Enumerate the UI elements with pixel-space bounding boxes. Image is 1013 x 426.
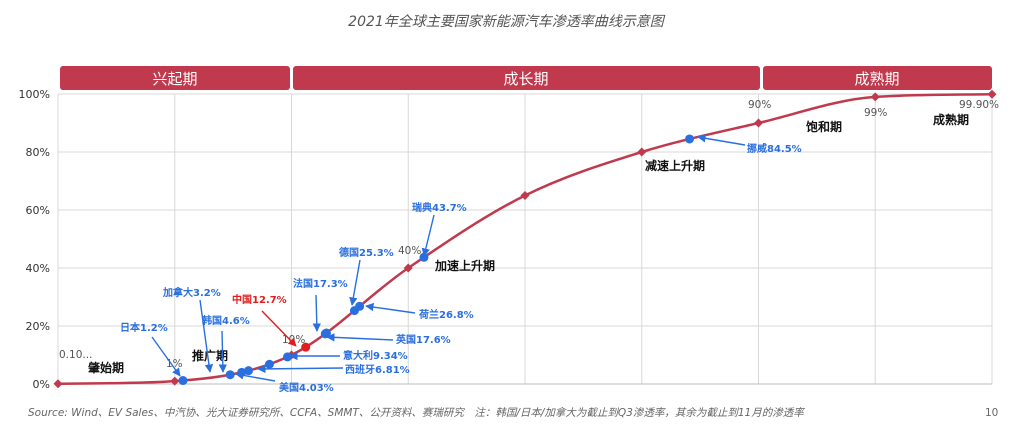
threshold-label-0.1: 0.10... (59, 349, 92, 361)
stage-labels: 肇始期 推广期 加速上升期 减速上升期 饱和期 成熟期 (88, 112, 969, 375)
country-marker-意大利 (282, 352, 292, 362)
phase-band-emerging (60, 66, 290, 90)
y-tick-label: 60% (26, 204, 50, 217)
arrow-japan (151, 336, 181, 377)
phase-label-mature: 成熟期 (854, 70, 899, 88)
arrow-sweden (421, 214, 435, 257)
curve-point-marker (987, 89, 997, 99)
country-label-italy: 意大利9.34% (343, 349, 408, 362)
country-label-china: 中国12.7% (232, 293, 287, 306)
phase-band-growth (293, 66, 760, 90)
chart-title: 2021年全球主要国家新能源汽车渗透率曲线示意图 (348, 14, 666, 30)
country-marker-中国 (301, 342, 311, 352)
grid-lines (57, 93, 993, 385)
country-marker-韩国 (244, 366, 254, 376)
y-axis-tick-labels: 0% 20% 40% 60% 80% 100% (19, 88, 50, 391)
arrow-uk (326, 333, 394, 342)
arrow-canada (199, 299, 214, 373)
country-marker-瑞典 (419, 252, 429, 262)
country-label-netherlands: 荷兰26.8% (418, 308, 474, 321)
phase-label-emerging: 兴起期 (152, 70, 197, 88)
y-tick-label: 40% (26, 262, 50, 275)
curve-point-marker (870, 92, 880, 102)
country-markers (178, 134, 695, 386)
stage-label-inception: 肇始期 (88, 360, 124, 375)
threshold-labels: 0.10... 1% 10% 40% 90% 99% 99.90% (59, 99, 999, 370)
stage-label-acceleration: 加速上升期 (434, 258, 495, 273)
country-marker-美国 (237, 367, 247, 377)
curve-point-marker (520, 191, 530, 200)
curve-point-marker (637, 147, 647, 157)
stage-label-deceleration: 减速上升期 (645, 158, 705, 173)
threshold-label-90: 90% (748, 99, 771, 111)
y-tick-label: 80% (26, 146, 50, 159)
country-labels: 日本1.2% 加拿大3.2% 韩国4.6% 美国4.03% 西班牙6.81% 意… (120, 142, 802, 394)
source-note: Source: Wind、EV Sales、中汽协、光大证券研究所、CCFA、S… (28, 406, 805, 419)
country-label-korea: 韩国4.6% (202, 314, 250, 327)
country-marker-加拿大 (225, 370, 235, 380)
curve-point-marker (403, 263, 413, 273)
country-label-spain: 西班牙6.81% (345, 363, 410, 376)
arrow-norway (697, 134, 746, 146)
country-label-norway: 挪威84.5% (747, 142, 802, 155)
country-label-uk: 英国17.6% (395, 333, 451, 346)
country-label-sweden: 瑞典43.7% (412, 201, 467, 214)
country-marker-挪威 (685, 134, 695, 144)
y-tick-label: 100% (19, 88, 50, 101)
country-marker-西班牙 (264, 359, 274, 369)
country-marker-英国 (321, 328, 331, 338)
y-tick-label: 20% (26, 320, 50, 333)
threshold-label-40: 40% (398, 245, 421, 257)
penetration-curve (57, 93, 993, 385)
stage-label-mature: 成熟期 (933, 112, 969, 127)
arrow-korea (218, 330, 228, 373)
country-marker-日本 (178, 376, 188, 386)
stage-label-saturation: 饱和期 (806, 119, 842, 134)
phase-label-growth: 成长期 (503, 70, 548, 88)
threshold-label-99: 99% (864, 107, 887, 119)
country-label-canada: 加拿大3.2% (162, 286, 221, 299)
threshold-label-1: 1% (166, 358, 183, 370)
country-label-usa: 美国4.03% (279, 381, 334, 394)
arrow-netherlands (365, 302, 416, 314)
curve-point-marker (754, 118, 763, 128)
country-label-germany: 德国25.3% (338, 246, 394, 259)
stage-label-promotion: 推广期 (192, 348, 228, 363)
phase-band-mature (763, 66, 992, 90)
country-marker-荷兰 (355, 301, 365, 311)
arrow-china (261, 310, 297, 347)
arrow-spain (257, 364, 344, 374)
country-label-france: 法国17.3% (293, 277, 348, 290)
page-number: 10 (985, 407, 998, 419)
threshold-label-99.9: 99.90% (959, 99, 999, 111)
curve-point-marker (53, 379, 63, 389)
arrow-france (312, 294, 321, 332)
arrow-germany (349, 259, 361, 306)
y-tick-label: 0% (33, 378, 50, 391)
country-label-japan: 日本1.2% (120, 321, 168, 334)
curve-point-marker (170, 376, 180, 386)
phase-bands: 兴起期 成长期 成熟期 (60, 66, 992, 90)
